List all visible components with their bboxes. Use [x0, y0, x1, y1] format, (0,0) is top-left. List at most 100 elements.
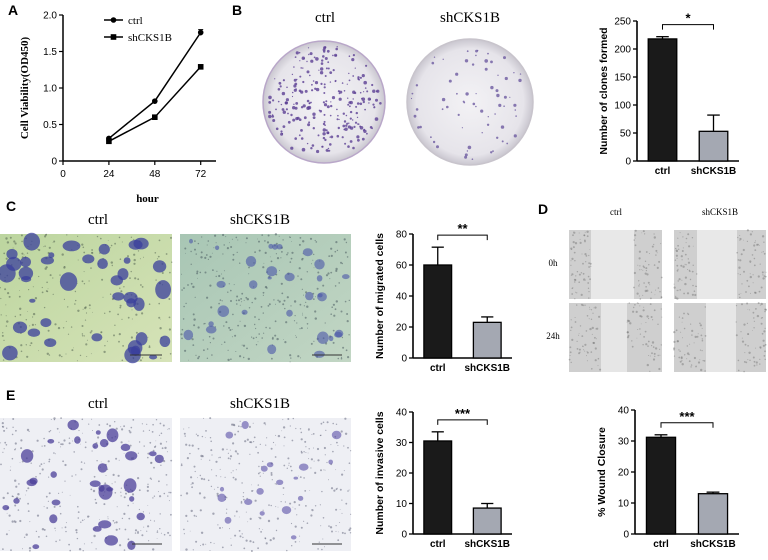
chart-b-ytick-label: 150 — [614, 73, 631, 84]
wound-row-label-0h: 0h — [549, 258, 559, 268]
chart-a-legend: ctrl shCKS1B — [104, 15, 172, 44]
chart-e: 0 10 20 30 40 ctrl shCKS1B *** Number of invasiv… — [374, 406, 512, 550]
chart-d-ytick-label: 30 — [618, 437, 630, 448]
chart-a-ytick-label: 1.0 — [43, 84, 57, 95]
wound-col-label-ctrl: ctrl — [610, 207, 622, 217]
chart-a-series-line-ctrl — [108, 32, 202, 139]
chart-b-ytick-label: 200 — [614, 45, 631, 56]
migration-image-shcks1b — [180, 233, 351, 363]
chart-a-legend-marker — [110, 17, 117, 23]
chart-a-point-ctrl — [152, 98, 158, 104]
chart-b: 0 50 100 150 200 250 ctrl shCKS1B * Number of clo… — [598, 11, 739, 177]
chart-d-ytick-label: 20 — [618, 468, 630, 479]
chart-c-category-label: ctrl — [430, 363, 446, 374]
chart-e-significance-label: *** — [455, 406, 471, 421]
chart-a-legend-label: shCKS1B — [128, 32, 172, 44]
chart-b-significance-bracket — [662, 24, 714, 30]
chart-c-bar-shcks1b — [472, 321, 502, 359]
chart-b-ytick-label: 100 — [614, 101, 631, 112]
chart-d-significance-bracket — [660, 422, 714, 428]
chart-d-ytick-label: 10 — [618, 499, 630, 510]
chart-a-ytick-label: 0.5 — [43, 120, 57, 131]
colony-label-ctrl: ctrl — [315, 10, 335, 26]
wound-image-ctrl-24h — [569, 303, 662, 372]
chart-c-ytick-label: 60 — [396, 261, 408, 272]
wound-col-label-shcks1b: shCKS1B — [702, 207, 738, 217]
chart-c: 0 20 40 60 80 ctrl shCKS1B ** Number of migrated… — [374, 221, 512, 374]
chart-c-ytick-label: 20 — [396, 323, 408, 334]
invasion-image-shcks1b — [180, 417, 352, 552]
chart-d-category-label: shCKS1B — [690, 539, 736, 550]
wound-image-ctrl-0h — [569, 230, 662, 299]
colony-dish-shcks1b — [406, 38, 534, 166]
chart-e-bar-ctrl — [423, 440, 453, 535]
chart-a-point-shcks1b — [152, 114, 158, 120]
migration-label-shcks1b: shCKS1B — [230, 212, 290, 228]
chart-e-bar-shcks1b — [472, 507, 502, 535]
chart-e-significance-bracket — [437, 419, 488, 425]
chart-b-bar-shcks1b — [698, 130, 729, 162]
chart-e-category-label: shCKS1B — [464, 539, 510, 550]
chart-c-ylabel: Number of migrated cells — [374, 233, 386, 359]
chart-c-bar-ctrl — [423, 264, 453, 359]
chart-b-ytick-label: 250 — [614, 17, 631, 28]
chart-b-category-label: ctrl — [655, 166, 671, 177]
chart-e-ytick-label: 20 — [396, 469, 408, 480]
chart-b-category-label: shCKS1B — [691, 166, 737, 177]
chart-e-category-label: ctrl — [430, 539, 446, 550]
migration-label-ctrl: ctrl — [88, 212, 108, 228]
wound-row-label-24h: 24h — [546, 331, 560, 341]
chart-d-bar-shcks1b — [697, 493, 729, 535]
panel-letter-e: E — [6, 387, 15, 403]
chart-a-ytick-label: 1.5 — [43, 47, 57, 58]
chart-d-significance-label: *** — [679, 409, 695, 424]
chart-a-ytick-label: 2.0 — [43, 11, 57, 22]
panel-letter-c: C — [6, 198, 16, 214]
chart-a-legend-label: ctrl — [128, 15, 143, 27]
chart-b-bar-ctrl — [647, 38, 678, 162]
invasion-image-ctrl — [0, 417, 173, 552]
chart-d-ytick-label: 0 — [623, 530, 629, 541]
chart-a-xtick-label: 24 — [103, 169, 115, 180]
chart-a-ylabel: Cell Viability(OD450) — [19, 36, 31, 139]
chart-c-category-label: shCKS1B — [464, 363, 510, 374]
chart-a-xtick-label: 0 — [60, 169, 66, 180]
chart-d-bar-ctrl — [645, 436, 677, 535]
chart-a-xtick-label: 72 — [195, 169, 207, 180]
chart-b-ytick-label: 50 — [620, 129, 632, 140]
chart-a: 0 0.5 1.0 1.5 2.0 0 24 48 72 ctrl shCKS1B hour Cell … — [19, 11, 216, 205]
chart-a-ytick-label: 0 — [51, 157, 57, 168]
panel-letter-a: A — [8, 2, 18, 18]
wound-image-shcks1b-0h — [674, 230, 766, 299]
chart-b-significance-label: * — [685, 11, 691, 26]
chart-d-ytick-label: 40 — [618, 406, 630, 417]
chart-a-point-shcks1b — [197, 64, 204, 70]
chart-b-ytick-label: 0 — [625, 157, 631, 168]
chart-a-xtick-label: 48 — [149, 169, 161, 180]
chart-c-ytick-label: 40 — [396, 292, 408, 303]
colony-dish-ctrl — [262, 40, 386, 164]
chart-a-series-line-shcks1b — [108, 66, 202, 142]
chart-a-legend-marker — [110, 34, 117, 40]
chart-e-ylabel: Number of invasive cells — [374, 411, 386, 534]
chart-c-significance-label: ** — [457, 221, 468, 236]
chart-a-xlabel: hour — [136, 193, 159, 205]
chart-b-ylabel: Number of clones formed — [598, 27, 610, 154]
migration-image-ctrl — [0, 232, 173, 364]
panel-letter-d: D — [538, 201, 548, 217]
chart-d-ylabel: % Wound Closure — [596, 427, 608, 517]
chart-c-ytick-label: 80 — [396, 230, 408, 241]
chart-d-category-label: ctrl — [653, 539, 669, 550]
chart-a-point-shcks1b — [106, 138, 112, 145]
invasion-label-ctrl: ctrl — [88, 396, 108, 412]
invasion-label-shcks1b: shCKS1B — [230, 396, 290, 412]
panel-letter-b: B — [232, 2, 242, 18]
chart-e-ytick-label: 0 — [401, 530, 407, 541]
chart-c-significance-bracket — [437, 234, 488, 241]
chart-e-ytick-label: 30 — [396, 438, 408, 449]
colony-label-shcks1b: shCKS1B — [440, 10, 500, 26]
chart-c-ytick-label: 0 — [401, 354, 407, 365]
chart-e-ytick-label: 40 — [396, 408, 408, 419]
chart-e-ytick-label: 10 — [396, 499, 408, 510]
